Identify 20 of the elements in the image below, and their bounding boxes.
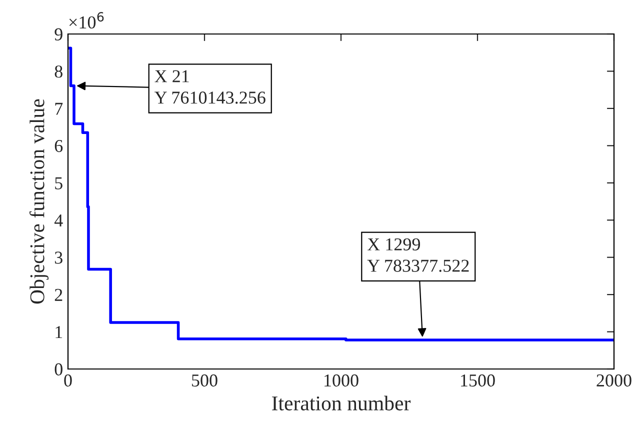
x-tick-label: 1500 (461, 374, 495, 387)
y-tick-label: 7 (55, 102, 63, 115)
y-tick-label: 4 (54, 214, 63, 226)
y-axis-title: Objective function value (29, 99, 49, 304)
text: ×10$^{6}$ (69, 12, 104, 29)
y-tick-label: 0 (54, 363, 62, 376)
x-tick-label: 1000 (324, 374, 358, 387)
y-tick-label: 6 (54, 140, 63, 152)
y-tick-label: 3 (54, 252, 62, 264)
x-tick-label: 0 (64, 374, 72, 387)
y-tick-label: 5 (55, 177, 62, 190)
y-tick-label: 1 (56, 326, 62, 338)
y-tick-label: 2 (54, 288, 62, 301)
annotation: X 1299 Y 783377.522 (367, 238, 469, 272)
x-tick-label: 2000 (596, 374, 632, 387)
x-tick-label: 500 (192, 374, 218, 387)
annotation: X 21 Y 7610143.256 (154, 70, 266, 104)
y-tick-label: 9 (54, 28, 62, 40)
x-axis-title: Iteration number (272, 396, 411, 410)
y-tick-label: 8 (54, 65, 62, 78)
